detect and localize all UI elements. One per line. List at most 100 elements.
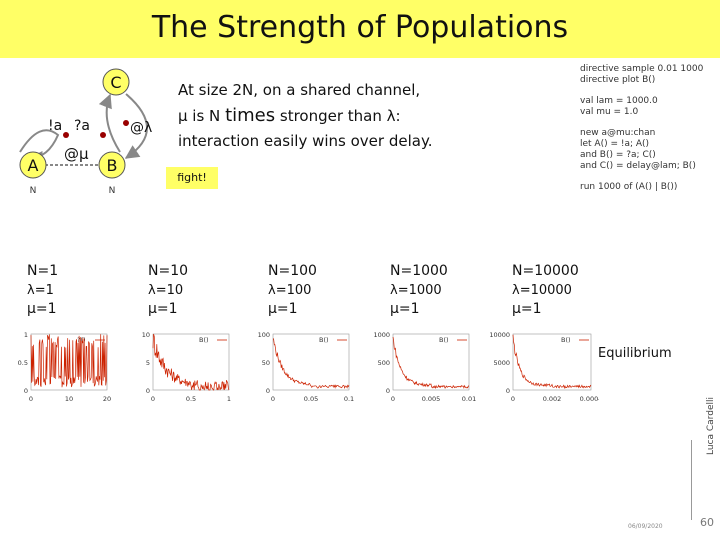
- y-tick-label: 10000: [489, 331, 510, 339]
- x-tick-label: 0.05: [304, 395, 318, 403]
- arrow-b-to-c: [98, 93, 121, 153]
- x-tick-label: 0: [391, 395, 395, 403]
- series-trace: [30, 334, 108, 388]
- equilibrium-label: Equilibrium: [598, 346, 672, 361]
- footer-date: 06/09/2020: [628, 523, 663, 530]
- slide-title: The Strength of Populations: [151, 10, 569, 45]
- title-bar: [0, 0, 720, 58]
- y-tick-label: 50: [262, 359, 270, 367]
- node-a-shape: [19, 151, 47, 179]
- x-tick-label: 0.5: [186, 395, 196, 403]
- series-legend: B(): [319, 336, 329, 344]
- series-trace: [152, 333, 230, 391]
- mu-label: @μ: [64, 145, 89, 163]
- lambda-rate: λ=10: [148, 283, 184, 298]
- y-tick-label: 500: [378, 359, 390, 367]
- plot-n100: 100 50 00 0.05 0.1 B(): [258, 331, 355, 403]
- input-label: ?a: [74, 118, 90, 134]
- plot-frame: [152, 333, 230, 391]
- mu-rate: μ=1: [390, 301, 420, 317]
- fight-label: fight!: [166, 167, 218, 189]
- code-line: and C() = delay@lam; B(): [580, 161, 696, 171]
- code-line: directive plot B(): [580, 75, 656, 85]
- node-b-label: B: [107, 156, 118, 175]
- plot-frame: [392, 333, 470, 391]
- plot-frame: [512, 333, 592, 391]
- population-size: N=10000: [512, 263, 579, 279]
- code-run: run 1000 of (A() | B()): [580, 182, 716, 193]
- y-tick-label: 100: [258, 331, 270, 339]
- node-c-label: C: [110, 73, 121, 92]
- y-tick-label: 5: [146, 359, 150, 367]
- claim-text: At size 2N, on a shared channel, μ is N …: [178, 78, 568, 154]
- series-legend: B(): [561, 336, 571, 344]
- code-directives: directive sample 0.01 1000 directive plo…: [580, 64, 716, 86]
- plot-frame: [272, 333, 350, 391]
- claim-line-1: At size 2N, on a shared channel,: [178, 81, 421, 99]
- y-tick-label: 0: [506, 387, 510, 395]
- y-tick-label: 0: [386, 387, 390, 395]
- claim-line-3: interaction easily wins over delay.: [178, 132, 433, 150]
- column-label-1: N=1 λ=1 μ=1: [27, 262, 58, 319]
- x-tick-label: 10: [65, 395, 73, 403]
- claim-line-2: μ is N times stronger than λ:: [178, 105, 401, 126]
- count-a: N: [30, 186, 37, 196]
- y-tick-label: 10: [142, 331, 150, 339]
- channel-dot: [63, 132, 69, 138]
- x-tick-label: 0.005: [422, 395, 441, 403]
- code-listing: directive sample 0.01 1000 directive plo…: [580, 64, 716, 203]
- code-line: run 1000 of (A() | B()): [580, 182, 678, 192]
- y-tick-label: 1: [24, 331, 28, 339]
- plot-n10000: 10000 5000 00 0.002 0.0004 B(): [489, 331, 599, 403]
- y-tick-label: 1000: [373, 331, 390, 339]
- lambda-rate: λ=10000: [512, 283, 572, 298]
- node-b-shape: [98, 151, 126, 179]
- mu-rate: μ=1: [27, 301, 57, 317]
- side-divider: [691, 440, 692, 520]
- population-size: N=10: [148, 263, 189, 279]
- y-tick-label: 0: [146, 387, 150, 395]
- code-defs: new a@mu:chan let A() = !a; A() and B() …: [580, 128, 716, 172]
- code-vals: val lam = 1000.0 val mu = 1.0: [580, 96, 716, 118]
- x-tick-label: 0.01: [462, 395, 476, 403]
- column-label-3: N=100 λ=100 μ=1: [268, 262, 317, 319]
- node-c-shape: [102, 68, 130, 96]
- x-tick-label: 0: [271, 395, 275, 403]
- series-legend: ?(): [77, 336, 86, 344]
- x-tick-label: 1: [227, 395, 231, 403]
- lambda-rate: λ=100: [268, 283, 312, 298]
- delay-dot: [123, 120, 129, 126]
- count-b: N: [109, 186, 116, 196]
- x-tick-label: 20: [103, 395, 111, 403]
- x-tick-label: 0.1: [344, 395, 354, 403]
- column-label-5: N=10000 λ=10000 μ=1: [512, 262, 579, 319]
- series-trace: [392, 336, 470, 390]
- series-legend: B(): [439, 336, 449, 344]
- mu-rate: μ=1: [268, 301, 298, 317]
- code-line: let A() = !a; A(): [580, 139, 650, 149]
- output-label: !a: [48, 118, 62, 134]
- series-legend: B(): [199, 336, 209, 344]
- column-label-2: N=10 λ=10 μ=1: [148, 262, 188, 319]
- x-tick-label: 0.0004: [580, 395, 599, 403]
- y-tick-label: 0: [266, 387, 270, 395]
- code-line: val mu = 1.0: [580, 107, 639, 117]
- y-tick-label: 0.5: [18, 359, 28, 367]
- series-trace: [512, 334, 592, 390]
- series-trace: [272, 338, 350, 389]
- code-line: and B() = ?a; C(): [580, 150, 656, 160]
- x-tick-label: 0.002: [543, 395, 562, 403]
- lambda-label: @λ: [130, 120, 152, 136]
- y-tick-label: 5000: [493, 359, 510, 367]
- code-line: new a@mu:chan: [580, 128, 656, 138]
- lambda-rate: λ=1000: [390, 283, 442, 298]
- column-label-4: N=1000 λ=1000 μ=1: [390, 262, 448, 319]
- population-size: N=100: [268, 263, 317, 279]
- code-line: directive sample 0.01 1000: [580, 64, 704, 74]
- channel-dot: [100, 132, 106, 138]
- code-line: val lam = 1000.0: [580, 96, 658, 106]
- arrow-c-to-b: [124, 93, 148, 159]
- population-size: N=1000: [390, 263, 448, 279]
- mu-rate: μ=1: [512, 301, 542, 317]
- population-size: N=1: [27, 263, 59, 279]
